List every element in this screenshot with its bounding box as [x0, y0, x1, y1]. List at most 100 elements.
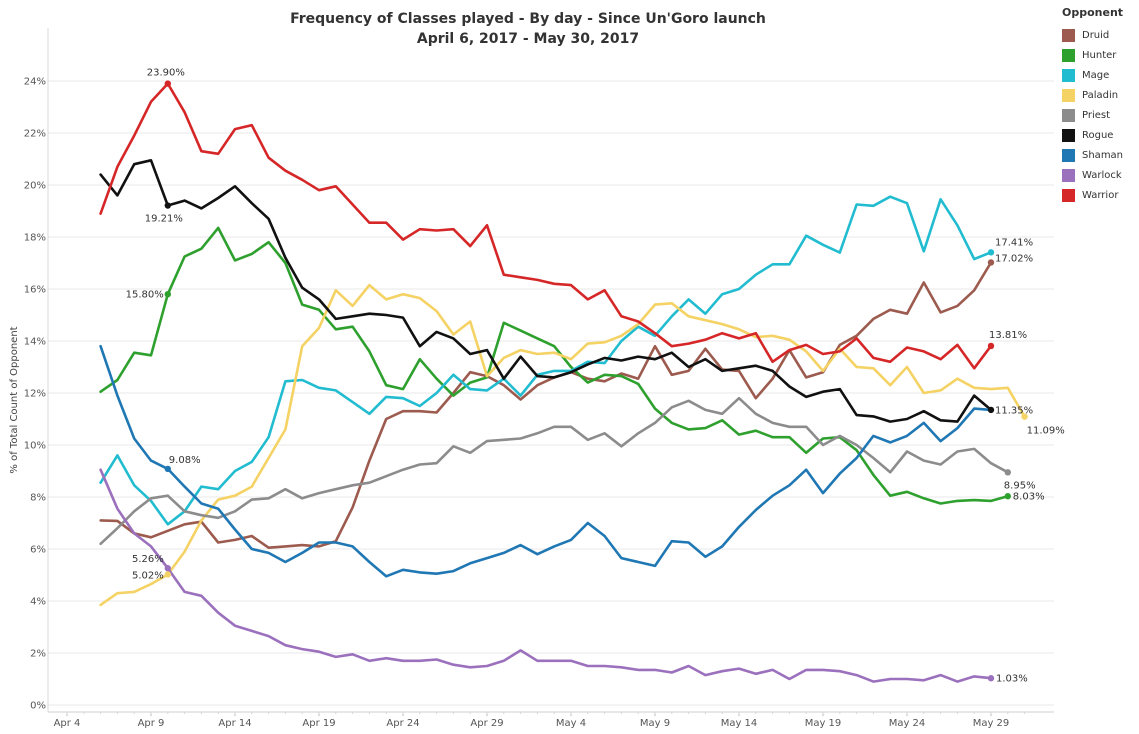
series-line-warrior[interactable]: [99, 82, 993, 370]
x-tick-label: Apr 24: [386, 718, 419, 729]
legend-item-hunter[interactable]: Hunter: [1062, 45, 1138, 65]
legend-item-paladin[interactable]: Paladin: [1062, 85, 1138, 105]
data-label: 17.41%: [995, 237, 1033, 248]
x-tick-label: Apr 29: [470, 718, 503, 729]
x-tick-label: May 19: [805, 718, 842, 729]
legend-item-mage[interactable]: Mage: [1062, 65, 1138, 85]
y-tick-label: 18%: [24, 233, 46, 244]
x-tick-label: May 24: [889, 718, 926, 729]
data-point-marker[interactable]: [1021, 413, 1028, 420]
data-label: 13.81%: [989, 330, 1027, 341]
data-point-marker[interactable]: [164, 571, 171, 578]
series-line-druid[interactable]: [99, 261, 993, 550]
data-label: 5.02%: [132, 570, 164, 581]
x-axis: Apr 4 Apr 9 Apr 14 Apr 19 Apr 24 Apr 29 May 4 M…: [48, 711, 1054, 729]
legend-label: Priest: [1082, 109, 1111, 121]
legend-label: Hunter: [1082, 49, 1117, 61]
legend-swatch: [1062, 148, 1075, 162]
data-label: 17.02%: [995, 253, 1033, 264]
legend-item-warlock[interactable]: Warlock: [1062, 165, 1138, 185]
series-line-shaman[interactable]: [99, 344, 993, 578]
legend-label: Mage: [1082, 69, 1110, 81]
y-tick-label: 12%: [24, 389, 46, 400]
series-line-warlock[interactable]: [99, 468, 993, 683]
legend-item-warrior[interactable]: Warrior: [1062, 185, 1138, 205]
chart-title-block: Frequency of Classes played - By day - S…: [0, 9, 1056, 49]
legend-label: Druid: [1082, 29, 1110, 41]
legend-label: Shaman: [1082, 149, 1124, 161]
data-point-marker[interactable]: [987, 249, 995, 256]
series-line-mage[interactable]: [99, 195, 993, 526]
x-tick-label: May 4: [556, 718, 586, 729]
legend-swatch: [1062, 48, 1075, 62]
data-point-marker[interactable]: [987, 675, 995, 682]
legend-swatch: [1062, 88, 1075, 102]
series-layer: [99, 82, 1026, 683]
data-point-marker[interactable]: [1004, 493, 1011, 500]
legend-items: Druid Hunter Mage Paladin Priest Rogue Shaman W…: [1062, 25, 1138, 205]
series-line-hunter[interactable]: [99, 226, 1010, 505]
data-point-marker[interactable]: [1004, 469, 1011, 476]
data-point-marker[interactable]: [987, 406, 995, 414]
legend-label: Warlock: [1082, 169, 1122, 181]
data-label: 1.03%: [996, 674, 1028, 685]
legend: Opponent Druid Hunter Mage Paladin Priest Rog…: [1062, 6, 1138, 205]
x-tick-label: Apr 14: [218, 718, 251, 729]
legend-swatch: [1062, 68, 1075, 82]
data-point-marker[interactable]: [164, 565, 171, 572]
y-tick-label: 6%: [30, 545, 46, 556]
legend-swatch: [1062, 188, 1075, 202]
y-tick-label: 24%: [24, 77, 46, 88]
series-line-paladin[interactable]: [99, 283, 1026, 607]
y-tick-label: 2%: [30, 649, 46, 660]
y-axis: 0% 2% 4% 6% 8% 10% 12% 14% 16% 18% 20% 22% 24%: [24, 77, 46, 712]
data-label: 5.26%: [132, 554, 164, 565]
data-point-marker[interactable]: [987, 259, 995, 266]
legend-item-priest[interactable]: Priest: [1062, 105, 1138, 125]
legend-title: Opponent: [1062, 6, 1124, 19]
data-label: 19.21%: [145, 214, 183, 225]
y-tick-label: 16%: [24, 285, 46, 296]
data-point-marker[interactable]: [987, 342, 995, 350]
data-label: 8.03%: [1013, 492, 1045, 503]
data-point-marker[interactable]: [164, 465, 171, 473]
data-label: 15.80%: [126, 290, 164, 301]
data-point-marker[interactable]: [164, 291, 171, 298]
x-tick-label: May 14: [721, 718, 758, 729]
legend-item-shaman[interactable]: Shaman: [1062, 145, 1138, 165]
legend-label: Warrior: [1082, 189, 1119, 201]
x-tick-label: Apr 9: [138, 718, 165, 729]
data-label: 8.95%: [1004, 480, 1036, 491]
series-line-rogue[interactable]: [99, 159, 993, 423]
legend-item-druid[interactable]: Druid: [1062, 25, 1138, 45]
legend-swatch: [1062, 108, 1075, 122]
x-tick-label: May 29: [973, 718, 1010, 729]
data-label: 11.35%: [995, 405, 1033, 416]
legend-swatch: [1062, 28, 1075, 42]
y-tick-label: 22%: [24, 129, 46, 140]
legend-label: Rogue: [1082, 129, 1114, 141]
legend-item-rogue[interactable]: Rogue: [1062, 125, 1138, 145]
y-tick-label: 4%: [30, 597, 46, 608]
legend-swatch: [1062, 168, 1075, 182]
annotation-layer: 23.90% 19.21% 15.80% 9.08% 5.26% 5.02% 17.41% 1…: [126, 68, 1065, 685]
x-tick-label: Apr 19: [302, 718, 335, 729]
legend-label: Paladin: [1082, 89, 1119, 101]
chart-subtitle: April 6, 2017 - May 30, 2017: [416, 31, 640, 47]
y-tick-label: 10%: [24, 441, 46, 452]
data-point-marker[interactable]: [164, 80, 171, 87]
series-line-priest[interactable]: [99, 396, 1010, 546]
data-label: 9.08%: [169, 455, 201, 466]
y-tick-label: 0%: [30, 701, 46, 712]
y-tick-label: 14%: [24, 337, 46, 348]
data-point-marker[interactable]: [164, 202, 171, 209]
chart-title: Frequency of Classes played - By day - S…: [290, 11, 766, 27]
data-label: 23.90%: [147, 68, 185, 79]
legend-swatch: [1062, 128, 1075, 142]
data-label: 11.09%: [1027, 426, 1065, 437]
x-tick-label: May 9: [640, 718, 670, 729]
x-tick-label: Apr 4: [54, 718, 81, 729]
y-tick-label: 20%: [24, 181, 46, 192]
y-axis-label: % of Total Count of Opponent: [9, 326, 20, 473]
